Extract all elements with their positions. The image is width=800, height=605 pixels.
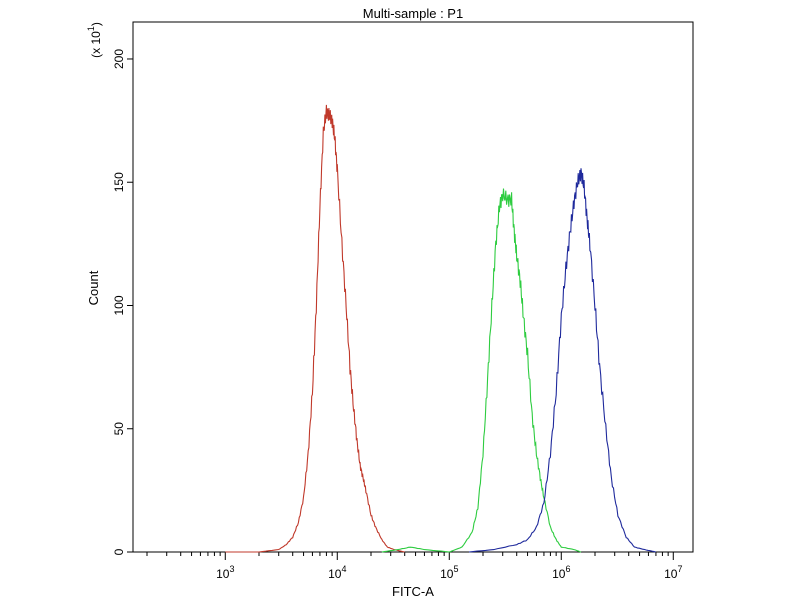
- histogram-series-layer: [225, 104, 657, 553]
- y-axis: 0 50 100 150 200: [112, 49, 133, 555]
- y-axis-title-group: Count: [86, 270, 101, 305]
- x-tick-label: 106: [552, 564, 570, 581]
- y-multiplier-suffix: ): [89, 22, 103, 26]
- y-multiplier-prefix: (x 10: [89, 31, 103, 58]
- x-tick-label: 104: [328, 564, 346, 581]
- histogram-series-line: [381, 188, 582, 553]
- y-tick-label: 50: [112, 422, 126, 436]
- x-tick-exponent: 7: [677, 564, 682, 574]
- y-tick-label-group: 100: [112, 295, 126, 315]
- y-tick-label-group: 150: [112, 172, 126, 192]
- y-axis-title: Count: [86, 270, 101, 305]
- x-tick-base: 10: [216, 567, 230, 581]
- y-tick-label-group: 50: [112, 422, 126, 436]
- histogram-series-line: [468, 168, 657, 553]
- y-tick-label-group: 200: [112, 49, 126, 69]
- x-tick-base: 10: [328, 567, 342, 581]
- x-axis: 103 104 105 106 107: [146, 552, 682, 581]
- x-tick-exponent: 3: [229, 564, 234, 574]
- y-multiplier-exponent: 1: [86, 26, 96, 31]
- plot-frame: [132, 21, 694, 553]
- y-axis-multiplier: (x 101): [86, 22, 103, 58]
- x-tick-label: 107: [664, 564, 682, 581]
- y-tick-label: 0: [112, 548, 126, 555]
- y-tick-label: 100: [112, 295, 126, 315]
- x-axis-title: FITC-A: [392, 584, 434, 599]
- x-tick-exponent: 6: [565, 564, 570, 574]
- chart-title: Multi-sample : P1: [363, 6, 463, 21]
- y-tick-label: 200: [112, 49, 126, 69]
- y-tick-label: 150: [112, 172, 126, 192]
- x-tick-exponent: 5: [453, 564, 458, 574]
- x-tick-label: 103: [216, 564, 234, 581]
- x-tick-base: 10: [664, 567, 678, 581]
- x-tick-base: 10: [552, 567, 566, 581]
- x-tick-exponent: 4: [341, 564, 346, 574]
- histogram-series-line: [225, 104, 405, 553]
- y-tick-label-group: 0: [112, 548, 126, 555]
- x-tick-base: 10: [440, 567, 454, 581]
- svg-text:(x 101): (x 101): [86, 22, 103, 58]
- x-tick-label: 105: [440, 564, 458, 581]
